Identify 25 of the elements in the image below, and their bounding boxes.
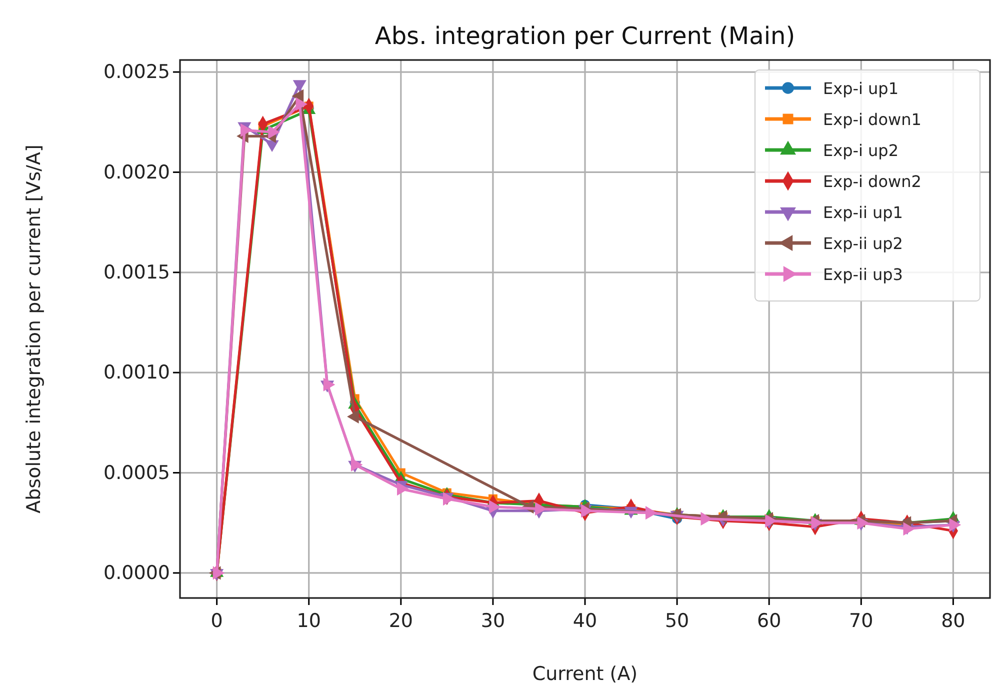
x-tick-label: 30 bbox=[480, 610, 506, 632]
legend-label: Exp-i down2 bbox=[823, 172, 922, 191]
y-tick-label: 0.0000 bbox=[104, 562, 170, 584]
y-axis-title: Absolute integration per current [Vs/A] bbox=[23, 144, 45, 514]
x-tick-label: 50 bbox=[664, 610, 690, 632]
x-axis-title: Current (A) bbox=[532, 663, 638, 685]
y-tick-label: 0.0020 bbox=[104, 161, 170, 184]
x-tick-label: 40 bbox=[572, 610, 598, 632]
y-tick-label: 0.0010 bbox=[104, 362, 170, 384]
legend-label: Exp-i up2 bbox=[823, 141, 899, 160]
legend-label: Exp-ii up1 bbox=[823, 203, 903, 222]
legend-label: Exp-ii up3 bbox=[823, 265, 903, 284]
x-tick-label: 70 bbox=[849, 610, 874, 632]
legend-label: Exp-i up1 bbox=[823, 79, 899, 98]
chart-title: Abs. integration per Current (Main) bbox=[374, 22, 796, 50]
x-tick-label: 10 bbox=[296, 610, 321, 632]
x-tick-label: 60 bbox=[756, 610, 782, 632]
x-tick-label: 20 bbox=[388, 610, 414, 632]
x-tick-label: 0 bbox=[210, 610, 223, 632]
legend-label: Exp-ii up2 bbox=[823, 234, 903, 253]
y-tick-label: 0.0005 bbox=[104, 462, 170, 484]
x-tick-label: 80 bbox=[941, 610, 966, 632]
legend-label: Exp-i down1 bbox=[823, 110, 922, 129]
y-tick-label: 0.0025 bbox=[104, 61, 170, 84]
y-tick-label: 0.0015 bbox=[104, 261, 170, 284]
